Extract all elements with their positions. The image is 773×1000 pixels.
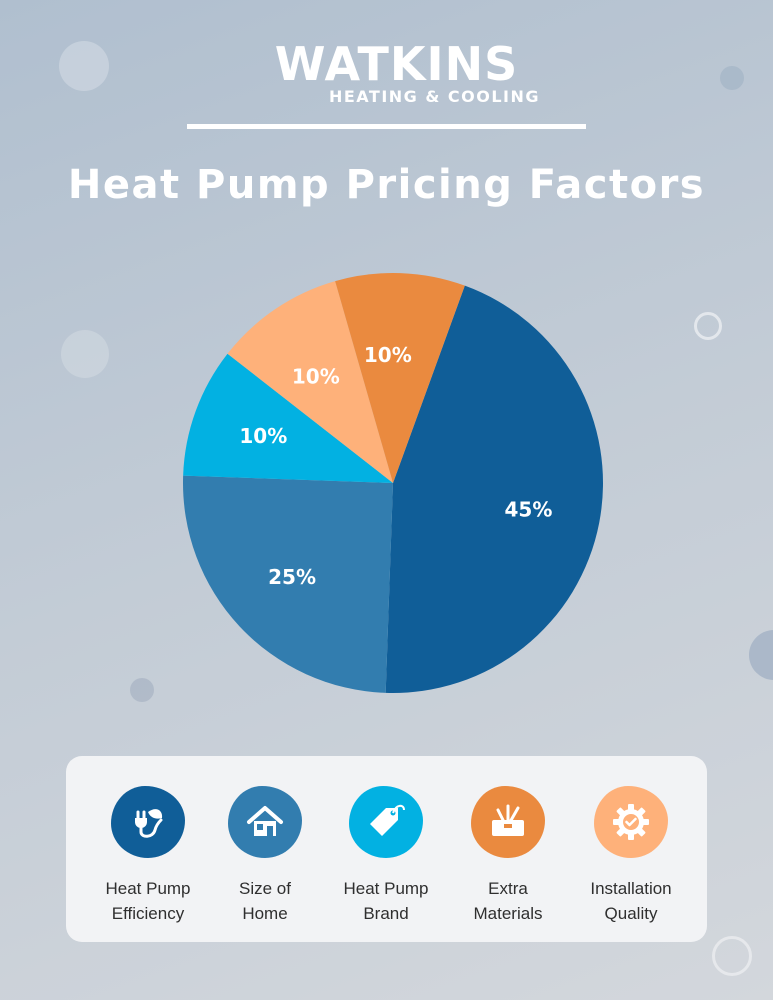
- legend-icon-bg: [594, 786, 668, 858]
- decor-bubble: [61, 330, 109, 378]
- slice-label: 45%: [505, 497, 553, 521]
- pie-slice: [182, 475, 393, 693]
- pie-slice: [335, 273, 465, 483]
- decor-bubble: [59, 41, 109, 91]
- brand-logo: WATKINS HEATING & COOLING: [0, 40, 773, 106]
- legend-item-brand: Heat Pump Brand: [326, 786, 446, 926]
- slice-label: 10%: [239, 424, 287, 448]
- legend-item-materials: Extra Materials: [448, 786, 568, 926]
- decor-bubble: [720, 66, 744, 90]
- legend-item-home-size: Size of Home: [205, 786, 325, 926]
- decor-bubble: [712, 936, 752, 976]
- pie-slice: [183, 353, 393, 483]
- house-icon: [247, 806, 283, 836]
- decor-bubble: [694, 312, 722, 340]
- slice-label: 10%: [292, 365, 340, 389]
- slice-label: 25%: [268, 565, 316, 589]
- legend-label: Installation Quality: [590, 879, 672, 923]
- brand-tagline: HEATING & COOLING: [328, 87, 540, 106]
- pie-slice: [227, 281, 393, 483]
- legend-panel: Heat Pump Efficiency Size of Home Heat P…: [66, 756, 707, 942]
- chart-title: Heat Pump Pricing Factors: [67, 162, 706, 208]
- legend-icon-bg: [349, 786, 423, 858]
- price-tag-icon: [370, 804, 405, 836]
- legend-item-installation: Installation Quality: [571, 786, 691, 926]
- gear-check-icon: [613, 804, 649, 840]
- legend-label: Size of Home: [239, 879, 291, 923]
- pie-slice: [385, 285, 603, 693]
- legend-label: Heat Pump Brand: [343, 879, 429, 923]
- slice-label: 10%: [364, 343, 412, 367]
- plug-leaf-icon: [135, 809, 163, 838]
- legend-icon-bg: [228, 786, 302, 858]
- brand-name: WATKINS: [274, 37, 519, 91]
- legend-item-efficiency: Heat Pump Efficiency: [88, 786, 208, 926]
- toolbox-icon: [492, 804, 524, 836]
- legend-label: Heat Pump Efficiency: [105, 879, 191, 923]
- decor-bubble: [130, 678, 154, 702]
- header-divider: [187, 124, 586, 129]
- legend-icon-bg: [471, 786, 545, 858]
- legend-icon-bg: [111, 786, 185, 858]
- legend-label: Extra Materials: [473, 879, 543, 923]
